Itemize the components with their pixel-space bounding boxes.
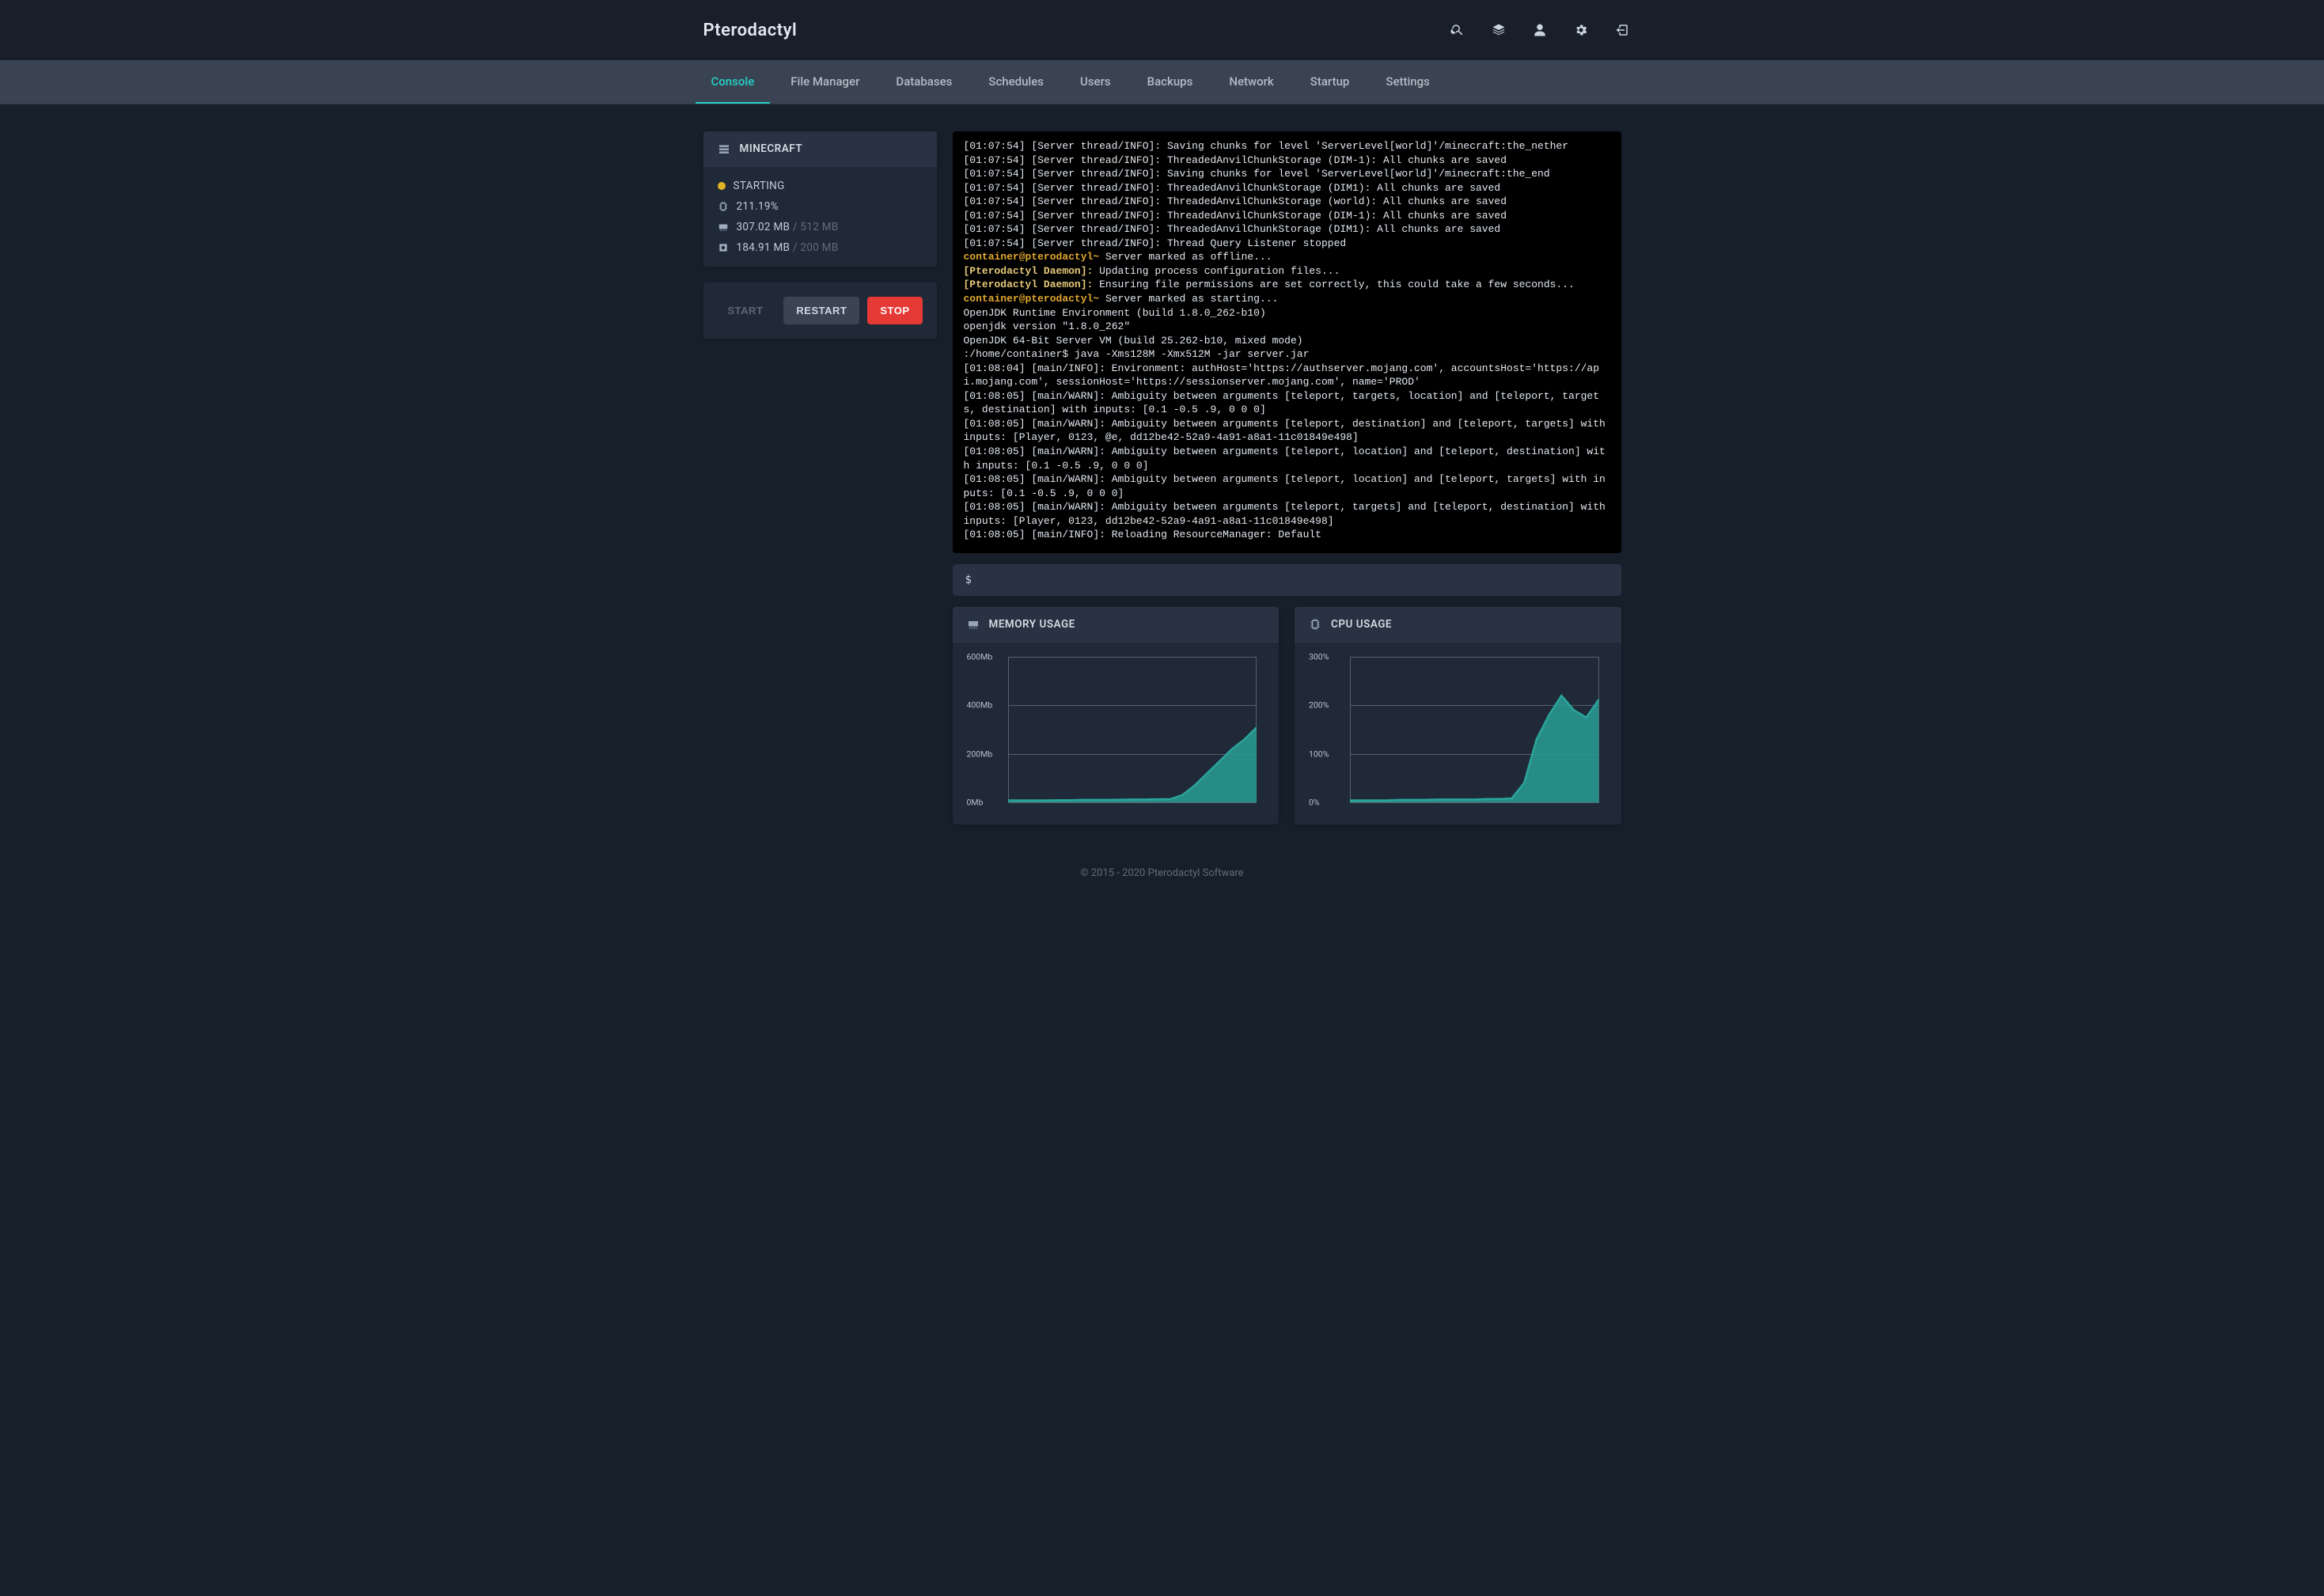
memory-icon — [967, 618, 980, 631]
memory-chart: 0Mb200Mb400Mb600Mb — [967, 652, 1265, 810]
start-button: START — [715, 297, 776, 324]
footer: © 2015 - 2020 Pterodactyl Software — [0, 848, 2324, 908]
server-status-card: MINECRAFT STARTING 211.19% 307.02 MB / 5… — [703, 131, 937, 267]
main: MINECRAFT STARTING 211.19% 307.02 MB / 5… — [696, 104, 1629, 848]
status-row-disk: 184.91 MB / 200 MB — [718, 241, 923, 254]
status-text: STARTING — [734, 180, 785, 192]
tab-startup[interactable]: Startup — [1295, 60, 1366, 104]
mem-total: 512 MB — [800, 221, 838, 233]
status-row-mem: 307.02 MB / 512 MB — [718, 221, 923, 233]
console-input[interactable]: $ — [953, 564, 1621, 596]
memory-icon — [718, 222, 729, 233]
server-card-header: MINECRAFT — [703, 131, 937, 167]
mem-used: 307.02 MB — [737, 221, 790, 233]
console-output: [01:07:54] [Server thread/INFO]: Saving … — [953, 131, 1621, 553]
cpu-chart-title: CPU USAGE — [1331, 618, 1392, 631]
layers-icon[interactable] — [1492, 23, 1506, 37]
disk-used: 184.91 MB — [737, 241, 790, 254]
disk-icon — [718, 242, 729, 253]
console-prompt: $ — [965, 574, 972, 586]
memory-chart-title: MEMORY USAGE — [989, 618, 1075, 631]
cpu-chart: 0%100%200%300% — [1309, 652, 1607, 810]
tab-console[interactable]: Console — [696, 60, 771, 104]
tab-network[interactable]: Network — [1213, 60, 1289, 104]
tab-schedules[interactable]: Schedules — [972, 60, 1060, 104]
status-row-cpu: 211.19% — [718, 200, 923, 213]
settings-icon[interactable] — [1574, 23, 1588, 37]
actions-card: START RESTART STOP — [703, 282, 937, 339]
tab-settings[interactable]: Settings — [1370, 60, 1446, 104]
memory-chart-card: MEMORY USAGE 0Mb200Mb400Mb600Mb — [953, 607, 1280, 825]
cpu-usage: 211.19% — [737, 200, 779, 213]
topbar-icon-group — [1450, 23, 1629, 37]
stop-button[interactable]: STOP — [867, 297, 922, 324]
tab-file-manager[interactable]: File Manager — [775, 60, 875, 104]
status-dot — [718, 182, 726, 190]
logout-icon[interactable] — [1615, 23, 1629, 37]
server-name: MINECRAFT — [740, 142, 803, 155]
user-icon[interactable] — [1533, 23, 1547, 37]
cpu-icon — [1309, 618, 1321, 631]
tab-users[interactable]: Users — [1064, 60, 1127, 104]
nav-bar: ConsoleFile ManagerDatabasesSchedulesUse… — [0, 60, 2324, 104]
top-bar: Pterodactyl — [0, 0, 2324, 60]
disk-total: 200 MB — [800, 241, 838, 254]
cpu-icon — [718, 201, 729, 212]
restart-button[interactable]: RESTART — [783, 297, 859, 324]
cpu-chart-card: CPU USAGE 0%100%200%300% — [1295, 607, 1621, 825]
tab-databases[interactable]: Databases — [880, 60, 968, 104]
brand[interactable]: Pterodactyl — [696, 21, 798, 40]
server-icon — [718, 142, 730, 155]
search-icon[interactable] — [1450, 23, 1465, 37]
status-row-state: STARTING — [718, 180, 923, 192]
tab-backups[interactable]: Backups — [1132, 60, 1209, 104]
